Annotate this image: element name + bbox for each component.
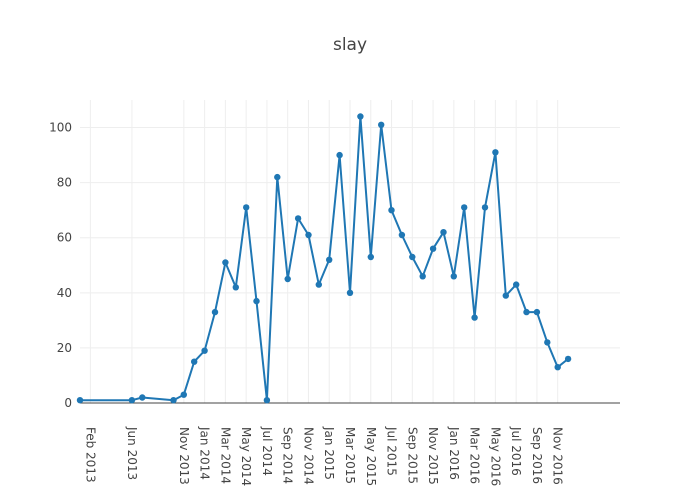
chart-title: slay <box>333 35 367 55</box>
data-point <box>554 364 561 371</box>
data-point <box>440 229 447 236</box>
data-point <box>253 297 260 305</box>
x-tick-label: May 2014 <box>239 427 253 486</box>
x-tick-label: Sep 2014 <box>281 427 295 484</box>
data-point <box>243 204 250 211</box>
data-point <box>502 292 509 299</box>
data-point <box>180 391 187 398</box>
data-point <box>284 275 291 283</box>
grid <box>80 100 620 403</box>
x-tick-label: Mar 2014 <box>218 427 232 484</box>
series-line <box>80 115 569 402</box>
x-tick-label: Jan 2015 <box>322 426 336 480</box>
data-point <box>429 245 437 252</box>
x-tick-label: Nov 2013 <box>177 427 191 485</box>
data-point <box>492 149 499 156</box>
x-tick-label: Jan 2014 <box>198 426 212 480</box>
series <box>76 113 572 404</box>
data-point <box>294 215 302 222</box>
data-point <box>378 121 385 128</box>
x-tick-label: Nov 2015 <box>426 427 440 485</box>
data-point <box>305 231 312 239</box>
data-point <box>139 394 146 401</box>
y-tick-label: 80 <box>57 176 72 190</box>
data-point <box>388 207 395 214</box>
data-point <box>76 397 84 404</box>
data-point <box>222 259 229 266</box>
data-point <box>533 308 541 316</box>
x-tick-label: Mar 2015 <box>343 427 357 484</box>
data-point <box>274 173 281 181</box>
data-point <box>232 284 239 291</box>
x-tick-label: May 2016 <box>488 427 502 486</box>
data-point <box>523 308 530 316</box>
data-point <box>513 281 520 288</box>
data-point <box>367 253 374 261</box>
x-tick-label: Sep 2016 <box>530 427 544 484</box>
x-tick-label: Jul 2015 <box>385 426 399 476</box>
x-tick-label: May 2015 <box>364 427 378 486</box>
data-point <box>346 289 354 296</box>
x-tick-label: Jun 2013 <box>125 426 139 480</box>
data-point <box>564 355 572 363</box>
y-tick-label: 100 <box>49 121 72 135</box>
x-tick-labels: Feb 2013 Jun 2013 Nov 2013 Jan 2014 Mar 2014… <box>83 426 564 486</box>
x-tick-label: Sep 2015 <box>405 427 419 484</box>
x-tick-label: Feb 2013 <box>83 427 97 483</box>
y-tick-label: 40 <box>57 286 72 300</box>
x-tick-label: Nov 2016 <box>551 427 565 485</box>
y-tick-label: 20 <box>57 341 72 355</box>
data-point <box>461 204 468 211</box>
data-point <box>211 308 219 316</box>
data-point <box>191 358 198 365</box>
data-point <box>409 253 416 261</box>
y-tick-labels: 0 20 40 60 80 100 <box>49 121 72 410</box>
data-point <box>315 281 322 288</box>
data-point <box>481 204 489 211</box>
data-point <box>326 256 333 263</box>
y-tick-label: 0 <box>64 396 72 410</box>
data-point <box>336 151 343 159</box>
x-tick-label: Nov 2014 <box>301 427 315 485</box>
x-tick-label: Mar 2016 <box>468 427 482 484</box>
y-tick-label: 60 <box>57 231 72 245</box>
data-point <box>398 231 406 239</box>
x-tick-label: Jul 2014 <box>260 426 274 476</box>
data-point <box>263 397 271 404</box>
data-point <box>357 113 364 120</box>
data-point <box>128 397 136 404</box>
data-point <box>419 273 426 280</box>
x-tick-label: Jan 2016 <box>447 426 461 480</box>
x-tick-label: Jul 2016 <box>509 426 523 476</box>
data-point <box>170 397 177 404</box>
data-point <box>450 273 457 280</box>
data-point <box>471 314 478 321</box>
data-point <box>544 339 551 346</box>
data-point <box>201 347 208 354</box>
